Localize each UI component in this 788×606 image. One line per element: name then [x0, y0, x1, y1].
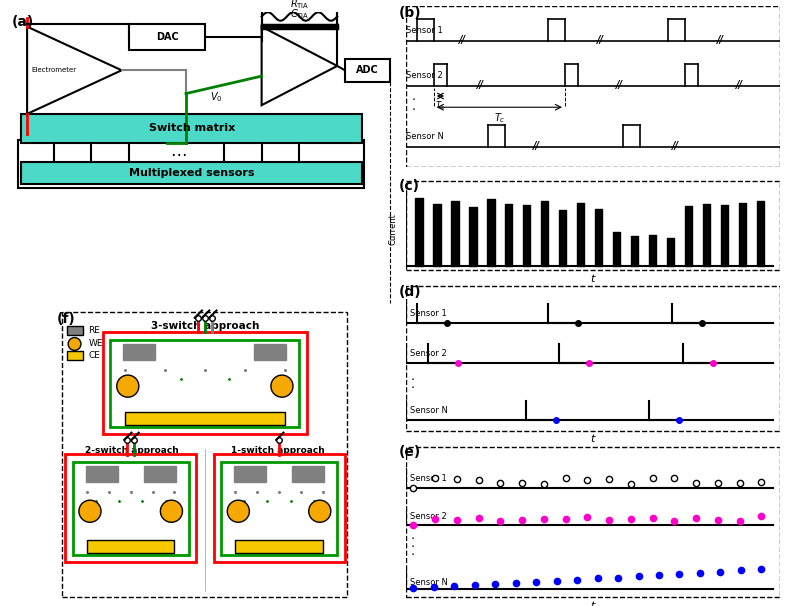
Text: //: //	[533, 141, 541, 151]
Text: Sensor N: Sensor N	[406, 132, 444, 141]
Circle shape	[309, 500, 331, 522]
Text: (a): (a)	[12, 15, 34, 29]
Text: Current: Current	[388, 213, 397, 245]
Circle shape	[161, 500, 183, 522]
Bar	[67, 326, 83, 335]
Text: $R_{\mathrm{TIA}}$: $R_{\mathrm{TIA}}$	[290, 0, 309, 11]
Text: Electrometer: Electrometer	[31, 67, 76, 73]
Text: //: //	[478, 79, 484, 90]
Text: //: //	[672, 141, 678, 151]
Text: $\cdot$: $\cdot$	[410, 547, 414, 561]
Text: 1-switch approach: 1-switch approach	[231, 446, 325, 454]
Circle shape	[79, 500, 101, 522]
Polygon shape	[27, 27, 121, 114]
Text: RE: RE	[88, 326, 100, 335]
Bar	[110, 339, 299, 427]
Text: $\cdot$: $\cdot$	[411, 92, 416, 105]
Text: Sensor 2: Sensor 2	[410, 349, 446, 358]
Circle shape	[227, 500, 249, 522]
Text: $\cdot$: $\cdot$	[410, 531, 414, 544]
Text: //: //	[717, 35, 723, 45]
Text: $\cdot$: $\cdot$	[410, 539, 414, 552]
Bar	[221, 462, 337, 555]
Text: Switch matrix: Switch matrix	[148, 124, 235, 133]
Text: DAC: DAC	[156, 32, 178, 42]
Text: 3-switch approach: 3-switch approach	[151, 321, 259, 331]
Text: Multiplexed sensors: Multiplexed sensors	[129, 168, 255, 178]
Text: //: //	[597, 35, 604, 45]
Text: (e): (e)	[398, 445, 421, 459]
Text: (d): (d)	[398, 285, 421, 299]
Text: WE: WE	[88, 339, 103, 348]
Text: $\cdot$: $\cdot$	[411, 102, 416, 115]
Circle shape	[117, 375, 139, 397]
Text: $C_{\mathrm{TIA}}$: $C_{\mathrm{TIA}}$	[290, 7, 309, 21]
Bar	[72, 462, 189, 555]
Text: Sensor 1: Sensor 1	[410, 308, 446, 318]
Text: Sensor 2: Sensor 2	[406, 71, 443, 79]
Text: $\cdot$: $\cdot$	[410, 372, 414, 385]
Bar	[236, 541, 323, 553]
Text: $t$: $t$	[589, 432, 597, 444]
Bar	[21, 114, 362, 143]
Bar	[87, 541, 174, 553]
Bar	[65, 454, 196, 562]
Bar	[21, 162, 362, 184]
Text: Sensor 1: Sensor 1	[410, 474, 446, 483]
Circle shape	[69, 338, 81, 350]
Text: Sensor 2: Sensor 2	[410, 511, 446, 521]
Text: Sensor 1: Sensor 1	[406, 25, 443, 35]
Bar	[125, 412, 285, 425]
Bar	[67, 351, 83, 360]
Bar	[292, 466, 324, 482]
Text: (b): (b)	[398, 6, 421, 20]
Bar	[214, 454, 344, 562]
Text: (c): (c)	[398, 179, 419, 193]
Bar	[17, 140, 364, 188]
Text: (f): (f)	[57, 312, 76, 326]
Circle shape	[271, 375, 293, 397]
Bar	[345, 59, 390, 82]
Text: $t$: $t$	[589, 272, 597, 284]
Text: 2-switch approach: 2-switch approach	[85, 446, 179, 454]
Bar	[143, 466, 176, 482]
Text: $V_0$: $V_0$	[210, 91, 222, 104]
Text: //: //	[459, 35, 466, 45]
Bar	[255, 344, 286, 360]
Text: //: //	[615, 79, 623, 90]
Bar	[129, 24, 205, 50]
Text: Sensor N: Sensor N	[410, 578, 448, 587]
Text: Sensor N: Sensor N	[410, 406, 448, 415]
Bar	[86, 466, 117, 482]
Text: $T_c$: $T_c$	[493, 112, 505, 125]
Bar	[124, 344, 155, 360]
Text: $\cdot$: $\cdot$	[410, 380, 414, 393]
Text: $T_s$: $T_s$	[435, 99, 445, 112]
Text: $t$: $t$	[589, 599, 597, 606]
Bar	[234, 466, 266, 482]
Text: ADC: ADC	[356, 65, 379, 75]
Text: $\cdots$: $\cdots$	[170, 144, 187, 162]
Text: CE: CE	[88, 351, 100, 360]
Polygon shape	[262, 27, 337, 105]
Text: //: //	[735, 79, 742, 90]
Bar	[103, 332, 307, 434]
